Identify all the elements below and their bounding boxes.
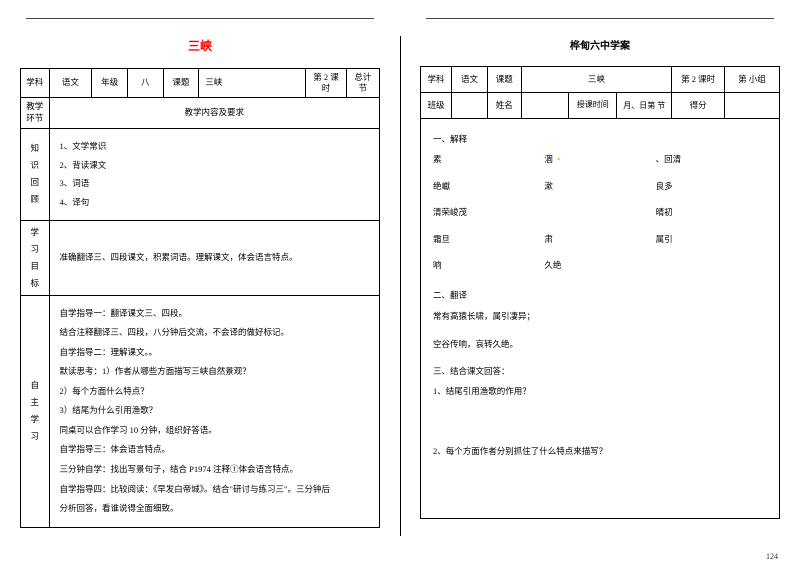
zizhu-line: 自学指导一：翻译课文三、四段。 — [60, 304, 369, 324]
trans-line: 常有高猿长啸，属引凄异； — [433, 306, 767, 326]
term: 绝巘 — [433, 176, 544, 196]
zizhu-line: 分析回答，看谁说得全面细致。 — [60, 499, 369, 519]
zizhu-content: 自学指导一：翻译课文三、四段。 结合注释翻译三、四段，八分钟后交流，不会译的做好… — [49, 295, 379, 527]
xuexi-row: 学习目标 准确翻译三、四段课文，积累词语。理解课文，体会语言特点。 — [21, 220, 380, 295]
zizhu-row: 自主学习 自学指导一：翻译课文三、四段。 结合注释翻译三、四段，八分钟后交流，不… — [21, 295, 380, 527]
r-topic: 三峡 — [521, 67, 672, 93]
term-row: 素 涸 • 、回清 — [433, 149, 767, 169]
r-group: 第 小组 — [724, 67, 779, 93]
page-number: 124 — [766, 552, 778, 561]
q1: 1、结尾引用渔歌的作用？ — [433, 381, 767, 401]
zizhu-line: 自学指导四：比较阅读：《早发白帝城》。结合"研讨与练习三"。三分钟后 — [60, 480, 369, 500]
term: 久绝 — [544, 255, 655, 275]
r-topic-label: 课题 — [488, 67, 522, 93]
zhishi-line: 3、词语 — [60, 174, 369, 193]
r-date-label: 月、日第 节 — [617, 93, 672, 119]
zizhu-line: 3）结尾为什么引用渔歌？ — [60, 401, 369, 421]
r-score-val — [724, 93, 779, 119]
zhishi-content: 1、文学常识 2、背读课文 3、词语 4、译句 — [49, 128, 379, 220]
term — [656, 255, 767, 275]
term: 良多 — [656, 176, 767, 196]
q2: 2、每个方面作者分别抓住了什么特点来描写？ — [433, 441, 767, 461]
total-label: 总计 节 — [346, 69, 379, 98]
zizhu-label: 自主学习 — [21, 295, 50, 527]
r-row1: 学科 语文 课题 三峡 第 2 课时 第 小组 — [421, 67, 780, 93]
r-body-row: 一、解释 素 涸 • 、回清 绝巘 漱 良多 清荣峻茂 晴初 — [421, 119, 780, 519]
section1-title: 一、解释 — [433, 129, 767, 149]
term: 晴初 — [656, 202, 767, 222]
r-subject: 语文 — [452, 67, 488, 93]
term-row: 霜旦 肃 属引 — [433, 229, 767, 249]
r-name-label: 姓名 — [488, 93, 522, 119]
zizhu-line: 自学指导二：理解课文。。 — [60, 343, 369, 363]
trans-line: 空谷传响，哀转久绝。 — [433, 334, 767, 354]
zhishi-line: 1、文学常识 — [60, 137, 369, 156]
r-class-label: 班级 — [421, 93, 452, 119]
header-row: 学科 语文 年级 八 课题 三峡 第 2 课时 总计 节 — [21, 69, 380, 98]
r-name-val — [521, 93, 569, 119]
r-class-val — [452, 93, 488, 119]
r-subject-label: 学科 — [421, 67, 452, 93]
title-left: 三峡 — [20, 37, 380, 54]
left-page: 三峡 学科 语文 年级 八 课题 三峡 第 2 课时 总计 节 教学环节 教学内… — [0, 0, 400, 567]
term-row: 清荣峻茂 晴初 — [433, 202, 767, 222]
orange-dot-icon: • — [557, 154, 560, 164]
right-table: 学科 语文 课题 三峡 第 2 课时 第 小组 班级 姓名 授课时间 月、日第 … — [420, 66, 780, 519]
term-row: 绝巘 漱 良多 — [433, 176, 767, 196]
section3-title: 三、结合课文回答： — [433, 361, 767, 381]
zizhu-line: 默读思考：1）作者从哪些方面描写三峡自然景观？ — [60, 362, 369, 382]
period-label: 第 2 课时 — [306, 69, 346, 98]
topic-label: 课题 — [163, 69, 199, 98]
page-divider — [400, 36, 401, 536]
topic-val: 三峡 — [199, 69, 306, 98]
zizhu-line: 结合注释翻译三、四段，八分钟后交流，不会译的做好标记。 — [60, 323, 369, 343]
top-rule-r — [426, 18, 774, 19]
left-table: 学科 语文 年级 八 课题 三峡 第 2 课时 总计 节 教学环节 教学内容及要… — [20, 68, 380, 528]
r-period: 第 2 课时 — [672, 67, 725, 93]
term: 肃 — [544, 229, 655, 249]
zhishi-line: 2、背读课文 — [60, 156, 369, 175]
zhishi-row: 知识回顾 1、文学常识 2、背读课文 3、词语 4、译句 — [21, 128, 380, 220]
term: 涸 • — [544, 149, 655, 169]
term: 霜旦 — [433, 229, 544, 249]
subject-label: 学科 — [21, 69, 50, 98]
xuexi-label: 学习目标 — [21, 220, 50, 295]
r-body: 一、解释 素 涸 • 、回清 绝巘 漱 良多 清荣峻茂 晴初 — [421, 119, 780, 519]
term: 清荣峻茂 — [433, 202, 544, 222]
term: 属引 — [656, 229, 767, 249]
zhishi-label: 知识回顾 — [21, 128, 50, 220]
zizhu-line: 同桌可以合作学习 10 分钟，组织好答语。 — [60, 421, 369, 441]
r-row2: 班级 姓名 授课时间 月、日第 节 得分 — [421, 93, 780, 119]
term-row: 响 久绝 — [433, 255, 767, 275]
r-time-label: 授课时间 — [569, 93, 617, 119]
xuexi-content: 准确翻译三、四段课文，积累词语。理解课文，体会语言特点。 — [49, 220, 379, 295]
right-page: 桦甸六中学案 学科 语文 课题 三峡 第 2 课时 第 小组 班级 姓名 授课时… — [400, 0, 800, 567]
zizhu-line: 三分钟自学：找出写景句子，结合 P1974 注释①体会语言特点。 — [60, 460, 369, 480]
zhishi-line: 4、译句 — [60, 193, 369, 212]
grade-label: 年级 — [92, 69, 128, 98]
teach-content-label: 教学内容及要求 — [49, 98, 379, 129]
section2-title: 二、翻译 — [433, 285, 767, 305]
content-header-row: 教学环节 教学内容及要求 — [21, 98, 380, 129]
subject-val: 语文 — [49, 69, 92, 98]
top-rule — [26, 18, 374, 19]
zizhu-line: 自学指导三：体会语言特点。 — [60, 440, 369, 460]
term: 、回清 — [656, 149, 767, 169]
term: 素 — [433, 149, 544, 169]
grade-val: 八 — [127, 69, 163, 98]
title-right: 桦甸六中学案 — [420, 37, 780, 52]
zizhu-line: 2）每个方面什么特点？ — [60, 382, 369, 402]
term: 漱 — [544, 176, 655, 196]
r-score-label: 得分 — [672, 93, 725, 119]
term: 响 — [433, 255, 544, 275]
term — [544, 202, 655, 222]
teach-section-label: 教学环节 — [21, 98, 50, 129]
